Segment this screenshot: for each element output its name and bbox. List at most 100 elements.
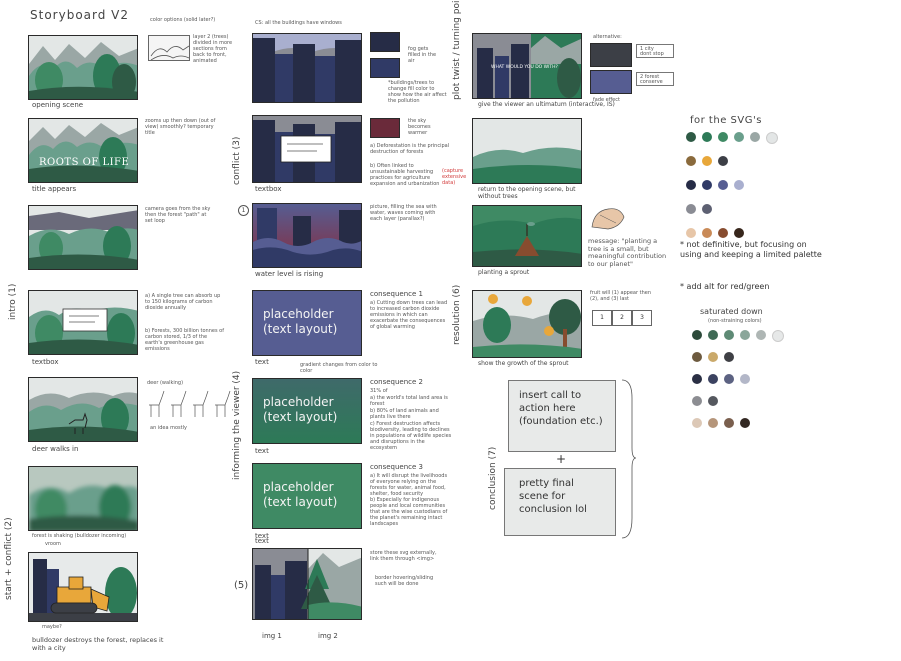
note-sky-warmer: the sky becomes warmer: [408, 118, 431, 136]
ultimatum-split-illustration: [473, 34, 581, 98]
color-swatch: [756, 330, 766, 340]
textbox-forest-illustration: [29, 291, 137, 354]
color-swatch: [692, 396, 702, 406]
brace-connector: [621, 379, 637, 539]
caption-city-textbox: textbox: [255, 185, 282, 193]
note-fog: fog gets filled in the air: [408, 46, 437, 64]
color-swatch: [686, 132, 696, 142]
tree-growth-illustration: [473, 291, 581, 357]
consequence-2-title: consequence 2: [370, 378, 423, 386]
color-swatch: [708, 374, 718, 384]
color-swatch: [702, 132, 712, 142]
saturated-swatches: [692, 330, 812, 440]
thumb-city-1: [370, 32, 400, 52]
note-cs-buildings: CS: all the buildings have windows: [255, 20, 342, 26]
note-vroom: vroom: [45, 541, 61, 547]
frame-return-opening: [472, 118, 582, 184]
frame-bulldozer: [28, 552, 138, 622]
note-message: message: "planting a tree is a small, bu…: [588, 237, 667, 268]
section-label-plot-twist: plot twist / turning point (6): [452, 0, 462, 100]
thumb-sky-warm: [370, 118, 400, 138]
color-swatch: [702, 204, 712, 214]
frame-number-1: 1: [592, 310, 612, 326]
color-swatch: [708, 396, 718, 406]
thumb-alt-city: [590, 43, 632, 67]
consequence-2-a: a) the world's total land area is forest: [370, 395, 448, 407]
option-forest-sub: conserve: [640, 79, 663, 85]
frame-number-3: 3: [632, 310, 652, 326]
section-label-conflict: conflict (3): [232, 136, 242, 185]
caption-text-2: text: [255, 447, 269, 455]
caption-return-opening: return to the opening scene, but without…: [478, 186, 576, 200]
color-swatch: [724, 330, 734, 340]
frame-sprout-growth: [472, 290, 582, 358]
color-swatch: [702, 156, 712, 166]
color-swatch: [702, 228, 712, 238]
color-swatch: [734, 228, 744, 238]
color-swatch: [724, 374, 734, 384]
note-camera: camera goes from the sky then the forest…: [145, 206, 211, 224]
ultimatum-banner: WHAT WOULD YOU DO WITH?: [491, 65, 558, 70]
plus-sign: +: [556, 452, 567, 466]
caption-sprout-growth: show the growth of the sprout: [478, 360, 569, 367]
note-red-data: (capture extensive data): [442, 168, 467, 186]
note-color-options: color options (solid later?): [150, 17, 216, 23]
frame-opening-scene: [28, 35, 138, 100]
caption-opening-scene: opening scene: [32, 101, 84, 109]
deer-sketches: [149, 390, 231, 417]
water-city-illustration: [253, 204, 361, 267]
color-swatch: [686, 204, 696, 214]
frame-number-2: 2: [612, 310, 632, 326]
consequence-2-b: b) 80% of land animals and plants live t…: [370, 408, 439, 420]
frame-deer-walks-in: [28, 377, 138, 442]
note-layer-2: layer 2 (trees) divided in more sections…: [193, 34, 233, 64]
color-swatch: [686, 228, 696, 238]
color-swatch: [692, 352, 702, 362]
forest-title-illustration: [29, 119, 137, 182]
page-title: Storyboard V2: [30, 8, 130, 22]
placeholder-text-layout-3: placeholder (text layout): [252, 463, 362, 529]
caption-deer-walks-in: deer walks in: [32, 445, 79, 453]
option-forest-label: 2 forest: [640, 74, 660, 80]
note-wave-parallax: picture, filling the sea with water, wav…: [370, 204, 437, 222]
section-label-conclusion: conclusion (7): [488, 446, 498, 510]
note-deforestation: a) Deforestation is the principal destru…: [370, 143, 450, 155]
frame-city: [252, 33, 362, 103]
color-swatch: [750, 132, 760, 142]
color-swatch: [740, 418, 750, 428]
frame-img1-img2: [252, 548, 362, 620]
color-swatch: [718, 180, 728, 190]
thumb-alt-forest: [590, 70, 632, 94]
frame-city-textbox: [252, 115, 362, 183]
consequence-1-a: a) Cutting down trees can lead to increa…: [370, 300, 448, 330]
frame-planting-sprout: [472, 205, 582, 267]
color-swatch: [708, 352, 718, 362]
color-swatch: [686, 180, 696, 190]
bare-hills-illustration: [473, 119, 581, 183]
caption-text-4: text: [255, 537, 269, 545]
deer-forest-illustration: [29, 378, 137, 441]
color-swatch: [718, 132, 728, 142]
sketch-layers: [148, 35, 190, 61]
palette-title: for the SVG's: [690, 115, 762, 126]
saturated-title: saturated down: [700, 307, 763, 316]
sprout-illustration: [473, 206, 581, 266]
section-label-start-conflict: start + conflict (2): [4, 517, 14, 600]
note-border-hover: border hovering/sliding such will be don…: [375, 575, 434, 587]
caption-ultimatum: give the viewer an ultimatum (interactiv…: [478, 101, 615, 108]
note-alternative: alternative:: [593, 34, 622, 40]
note-idea: an idea mostly: [150, 425, 187, 431]
option-box-forest: 2 forest conserve: [636, 72, 674, 86]
caption-text-1: text: [255, 358, 269, 366]
caption-img-1: img 1: [262, 632, 282, 640]
palette-note-2: * add alt for red/green: [680, 282, 770, 291]
hand-sketch: [591, 208, 625, 230]
final-scene-box: pretty final scene for conclusion lol: [504, 468, 616, 536]
note-gradient: gradient changes from color to color: [300, 362, 378, 374]
color-swatch: [718, 228, 728, 238]
note-buildings-fill: *buildings/trees to change fill color to…: [388, 80, 447, 104]
color-swatch: [692, 418, 702, 428]
color-swatch: [718, 156, 728, 166]
option-box-city: 1 city dont stop: [636, 44, 674, 58]
thumb-city-2: [370, 58, 400, 78]
